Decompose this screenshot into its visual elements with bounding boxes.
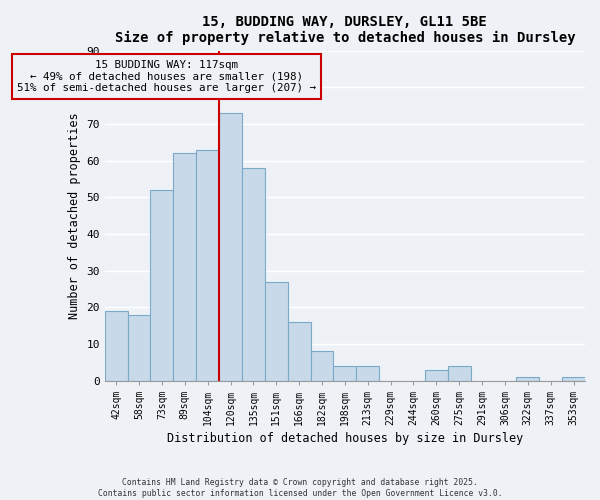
Bar [517,377,539,381]
Bar [265,282,287,381]
Bar [287,322,311,381]
Bar [219,113,242,381]
Text: Contains HM Land Registry data © Crown copyright and database right 2025.
Contai: Contains HM Land Registry data © Crown c… [98,478,502,498]
Bar [242,168,265,381]
Bar [173,154,196,381]
Bar [425,370,448,381]
Bar [105,311,128,381]
Bar [448,366,470,381]
Text: 15 BUDDING WAY: 117sqm
← 49% of detached houses are smaller (198)
51% of semi-de: 15 BUDDING WAY: 117sqm ← 49% of detached… [17,60,316,93]
Bar [356,366,379,381]
Title: 15, BUDDING WAY, DURSLEY, GL11 5BE
Size of property relative to detached houses : 15, BUDDING WAY, DURSLEY, GL11 5BE Size … [115,15,575,46]
Bar [562,377,585,381]
Bar [311,352,334,381]
Bar [151,190,173,381]
Bar [334,366,356,381]
Bar [128,315,151,381]
Y-axis label: Number of detached properties: Number of detached properties [68,112,81,319]
X-axis label: Distribution of detached houses by size in Dursley: Distribution of detached houses by size … [167,432,523,445]
Bar [196,150,219,381]
